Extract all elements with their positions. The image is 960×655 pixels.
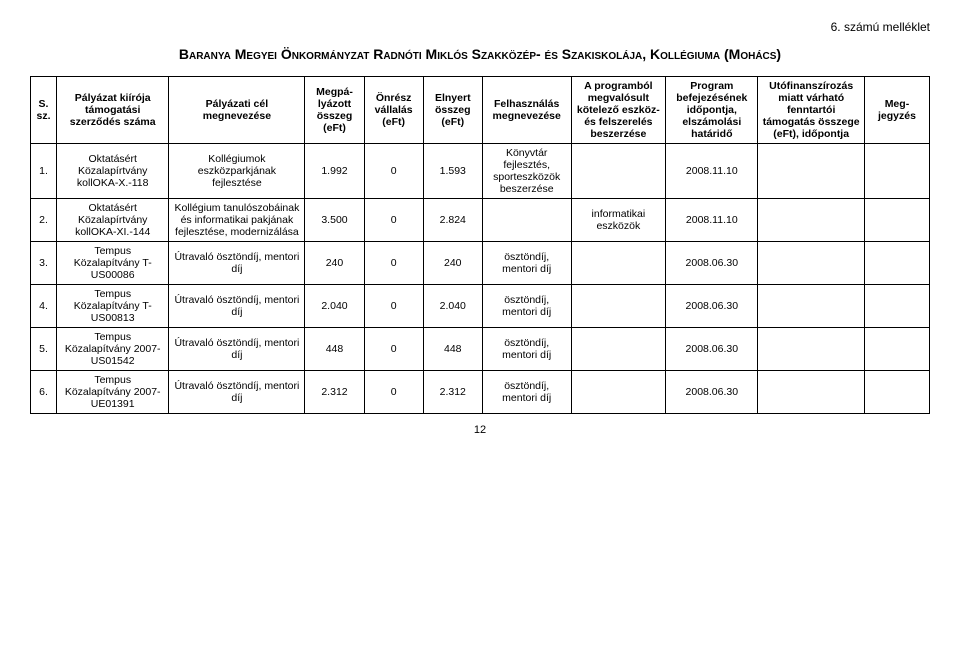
page: 6. számú melléklet Baranya Megyei Önkorm… [0, 0, 960, 446]
td-onr: 0 [364, 371, 423, 414]
page-title: Baranya Megyei Önkormányzat Radnóti Mikl… [30, 46, 930, 62]
td-cel: Útravaló ösztöndíj, mentori díj [169, 242, 305, 285]
td-meg [864, 285, 929, 328]
td-eln: 1.593 [423, 144, 482, 199]
th-kiir: Pályázat kiírója támogatási szerződés sz… [57, 77, 169, 144]
td-prog [571, 285, 666, 328]
td-eln: 2.040 [423, 285, 482, 328]
td-meg [864, 199, 929, 242]
th-megp: Megpá­lyázott összeg (eFt) [305, 77, 364, 144]
td-felh: ösztöndíj, mentori díj [482, 242, 571, 285]
th-onr: Önrész vállalás (eFt) [364, 77, 423, 144]
td-meg [864, 242, 929, 285]
td-bef: 2008.06.30 [666, 371, 758, 414]
td-cel: Útravaló ösztöndíj, mentori díj [169, 328, 305, 371]
td-kiir: Tempus Közalapítvány 2007-US01542 [57, 328, 169, 371]
td-bef: 2008.06.30 [666, 242, 758, 285]
td-bef: 2008.06.30 [666, 285, 758, 328]
td-kiir: Oktatásért Közalapírtvány kollOKA-XI.-14… [57, 199, 169, 242]
td-bef: 2008.11.10 [666, 199, 758, 242]
td-sz: 6. [31, 371, 57, 414]
table-header: S. sz. Pályázat kiírója támogatási szerz… [31, 77, 930, 144]
td-sz: 1. [31, 144, 57, 199]
td-onr: 0 [364, 242, 423, 285]
td-cel: Útravaló ösztöndíj, mentori díj [169, 371, 305, 414]
th-felh: Felhasz­nálás megne­vezése [482, 77, 571, 144]
td-felh: Könyvtár fejlesztés, sportesz­közök be­s… [482, 144, 571, 199]
td-meg [864, 328, 929, 371]
td-eln: 2.312 [423, 371, 482, 414]
td-prog: informatikai eszközök [571, 199, 666, 242]
td-sz: 4. [31, 285, 57, 328]
page-number: 12 [30, 424, 930, 436]
table-body: 1.Oktatásért Közalapírtvány kollOKA-X.-1… [31, 144, 930, 414]
td-onr: 0 [364, 285, 423, 328]
td-onr: 0 [364, 328, 423, 371]
td-megp: 2.040 [305, 285, 364, 328]
td-eln: 240 [423, 242, 482, 285]
td-bef: 2008.06.30 [666, 328, 758, 371]
td-uto [758, 144, 864, 199]
td-felh [482, 199, 571, 242]
td-sz: 2. [31, 199, 57, 242]
td-meg [864, 144, 929, 199]
td-uto [758, 328, 864, 371]
td-sz: 3. [31, 242, 57, 285]
td-uto [758, 242, 864, 285]
table-row: 3.Tempus Közalapítvány T-US00086Útravaló… [31, 242, 930, 285]
td-felh: ösztöndíj, mentori díj [482, 328, 571, 371]
td-megp: 3.500 [305, 199, 364, 242]
th-eln: Elnyert összeg (eFt) [423, 77, 482, 144]
td-kiir: Oktatásért Közalapírtvány kollOKA-X.-118 [57, 144, 169, 199]
th-sz: S. sz. [31, 77, 57, 144]
th-meg: Meg­jegyzés [864, 77, 929, 144]
td-kiir: Tempus Közalapítvány T-US00086 [57, 242, 169, 285]
td-kiir: Tempus Közalapítvány 2007-UE01391 [57, 371, 169, 414]
td-onr: 0 [364, 199, 423, 242]
td-prog [571, 371, 666, 414]
table-row: 2.Oktatásért Közalapírtvány kollOKA-XI.-… [31, 199, 930, 242]
table-row: 6.Tempus Közalapítvány 2007-UE01391Útrav… [31, 371, 930, 414]
td-prog [571, 144, 666, 199]
table-row: 5.Tempus Közalapítvány 2007-US01542Útrav… [31, 328, 930, 371]
td-uto [758, 371, 864, 414]
td-megp: 1.992 [305, 144, 364, 199]
th-uto: Utófinanszíro­zás miatt vár­ható fenntar… [758, 77, 864, 144]
th-cel: Pályázati cél megnevezése [169, 77, 305, 144]
data-table: S. sz. Pályázat kiírója támogatási szerz… [30, 76, 930, 414]
td-felh: ösztöndíj, mentori díj [482, 371, 571, 414]
th-prog: A programból megvalósult kötelező eszköz… [571, 77, 666, 144]
td-onr: 0 [364, 144, 423, 199]
td-uto [758, 285, 864, 328]
td-prog [571, 242, 666, 285]
td-eln: 2.824 [423, 199, 482, 242]
td-cel: Kollégiumok eszközparkjának fejlesztése [169, 144, 305, 199]
td-cel: Útravaló ösztöndíj, mentori díj [169, 285, 305, 328]
td-sz: 5. [31, 328, 57, 371]
td-cel: Kollégium tanulószobáinak és informatika… [169, 199, 305, 242]
table-row: 4.Tempus Közalapítvány T-US00813Útravaló… [31, 285, 930, 328]
td-prog [571, 328, 666, 371]
td-uto [758, 199, 864, 242]
td-kiir: Tempus Közalapítvány T-US00813 [57, 285, 169, 328]
td-bef: 2008.11.10 [666, 144, 758, 199]
table-row: 1.Oktatásért Közalapírtvány kollOKA-X.-1… [31, 144, 930, 199]
td-eln: 448 [423, 328, 482, 371]
td-megp: 2.312 [305, 371, 364, 414]
td-meg [864, 371, 929, 414]
td-megp: 240 [305, 242, 364, 285]
annex-label: 6. számú melléklet [30, 20, 930, 34]
td-megp: 448 [305, 328, 364, 371]
th-bef: Program befejezésé­nek időpontja, elszám… [666, 77, 758, 144]
td-felh: ösztöndíj, mentori díj [482, 285, 571, 328]
